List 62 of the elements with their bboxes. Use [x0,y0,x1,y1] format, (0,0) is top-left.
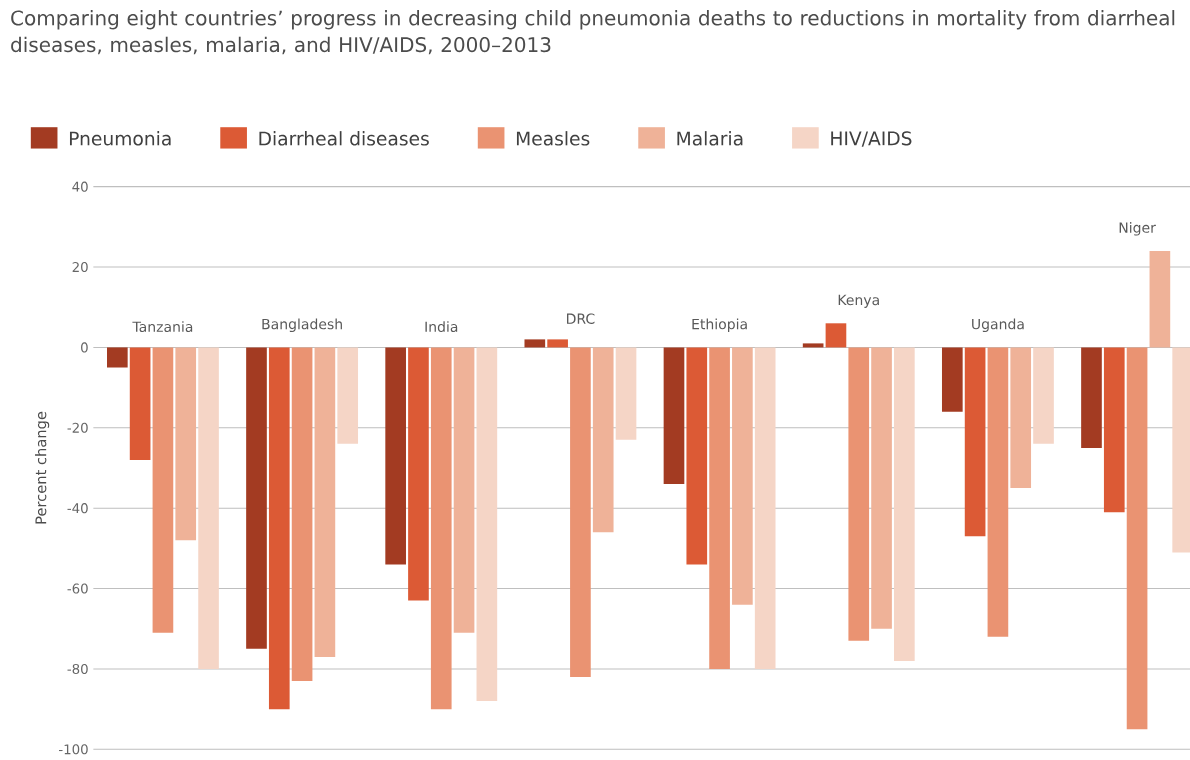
y-tick-label: 20 [72,261,88,273]
bar [246,347,267,649]
x-tick-label: Ethiopia [692,318,747,333]
legend-label: Malaria [677,131,743,146]
x-tick-label: Uganda [972,318,1024,333]
bar [337,347,359,444]
bar [268,347,290,710]
bar [570,347,591,677]
bar [129,347,151,460]
bar [592,347,614,533]
bar [686,347,708,565]
bar [987,347,1009,637]
bar [314,347,336,657]
y-tick-label: -60 [67,583,88,594]
y-tick-label: -40 [67,503,88,514]
y-tick-label: 40 [72,181,88,192]
bar [175,347,197,541]
bar [1010,347,1032,489]
bar [941,347,963,412]
bar [547,339,568,348]
y-tick-label: -100 [59,744,88,755]
bar [709,347,730,669]
bar [1149,250,1171,348]
legend-label: HIV/AIDS [831,131,912,147]
bar [1103,347,1125,513]
legend-label: Diarrheal diseases [259,131,429,146]
bar [524,339,546,348]
bar [663,347,685,485]
bar [291,347,313,681]
bar [964,347,986,537]
bar [848,347,870,641]
bar [430,347,452,710]
y-tick-label: -20 [67,422,88,433]
x-tick-label: Bangladesh [262,318,342,333]
bar [476,347,498,702]
bar [198,347,219,669]
x-tick-label: Tanzania [132,321,193,333]
bar [615,347,637,440]
bar [1033,347,1054,444]
legend-label: Measles [516,131,590,146]
x-tick-label: Niger [1119,222,1156,236]
bar [385,347,406,565]
x-tick-label: Kenya [838,294,879,308]
bar [408,347,429,601]
bar [825,323,847,348]
bar [754,347,776,669]
x-tick-label: India [425,321,458,333]
bar [802,343,824,348]
bar [1081,347,1102,448]
legend-label: Pneumonia [69,131,171,146]
bar [871,347,892,629]
y-tick-label: 0 [81,342,88,353]
bar [1126,347,1148,730]
y-tick-label: -80 [67,663,88,674]
bar [106,347,128,368]
bar [732,347,753,605]
y-axis-title: Percent change [35,411,50,524]
bar [453,347,475,633]
bar [152,347,174,633]
chart-title: Comparing eight countries’ progress in decreasing child pneumonia deaths to reductions in mortality from diarrheal diseases, measles, malaria, and HIV/AIDS, 2000–2013 [11,10,1175,55]
x-tick-label: DRC [567,313,595,324]
bar [894,347,915,661]
